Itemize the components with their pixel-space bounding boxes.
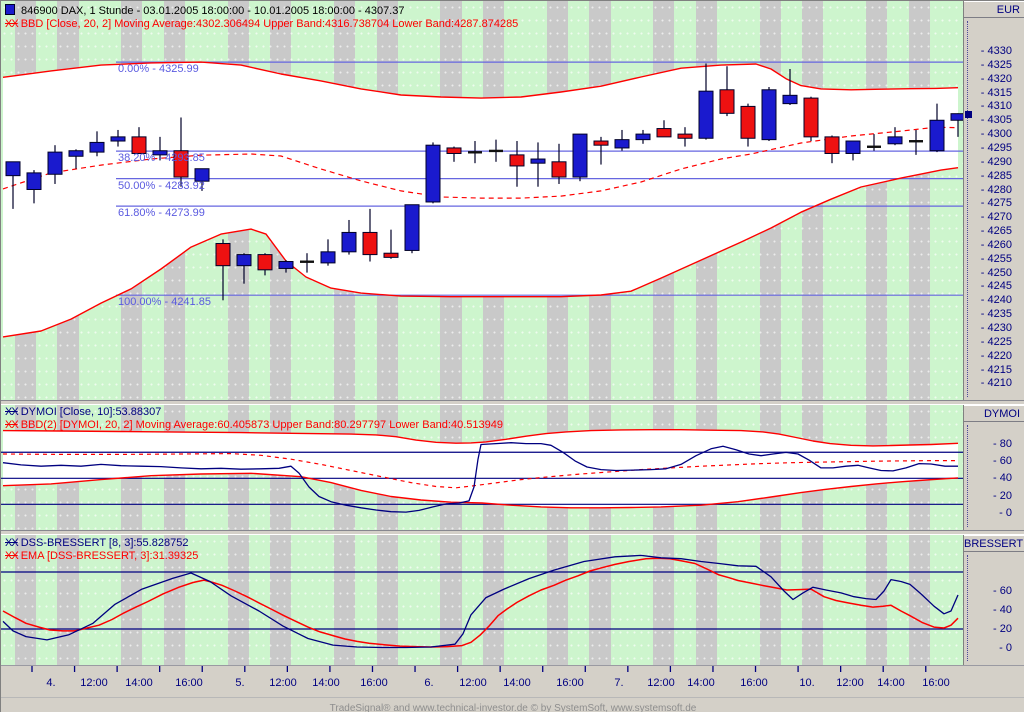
fibonacci-level-label: 61.80% - 4273.99 — [118, 207, 205, 220]
time-axis-label: 10. — [799, 677, 815, 689]
formula-icon: XX — [5, 537, 19, 549]
axis-tick-label: - 4270 — [980, 211, 1012, 224]
time-axis-label: 16:00 — [360, 677, 388, 689]
last-price-marker — [965, 110, 972, 118]
fibonacci-level-label: 50.00% - 4283.92 — [118, 179, 205, 192]
axis-tick-label: - 4250 — [980, 266, 1012, 279]
value-axis-column[interactable]: EUR DYMOI BRESSERT - 4330- 4325- 4320- 4… — [963, 1, 1024, 665]
axis-tick-label: - 4210 — [980, 377, 1012, 390]
axis-tick-label: - 4300 — [980, 128, 1012, 141]
pane-separator[interactable] — [1, 400, 1024, 405]
time-axis-label: 14:00 — [877, 677, 905, 689]
axis-tick-label: - 20 — [993, 489, 1012, 502]
dymoi-axis-title: DYMOI — [983, 408, 1020, 420]
bressert-ema-label: EMA [DSS-BRESSERT, 3]:31.39325 — [20, 550, 199, 562]
axis-tick-label: - 4260 — [980, 238, 1012, 251]
time-axis-label: 5. — [235, 677, 245, 689]
pane-separator[interactable] — [1, 530, 1024, 535]
dymoi-bbd-label: BBD(2) [DYMOI, 20, 2] Moving Average:60.… — [20, 419, 503, 431]
price-axis-header[interactable]: EUR — [964, 1, 1024, 18]
time-axis-ticks — [31, 666, 927, 672]
dymoi-axis-header[interactable]: DYMOI — [964, 405, 1024, 422]
time-axis-label: 12:00 — [836, 677, 864, 689]
axis-dotted-rule — [967, 555, 969, 661]
dymoi-label: DYMOI [Close, 10]:53.88307 — [20, 406, 162, 418]
axis-tick-label: - 4330 — [980, 45, 1012, 57]
axis-tick-label: - 4315 — [980, 86, 1012, 99]
dymoi-label-row: XX DYMOI [Close, 10]:53.88307 — [5, 406, 161, 418]
fibonacci-level-label: 0.00% - 4325.99 — [118, 63, 199, 76]
time-axis-label: 16:00 — [556, 677, 584, 689]
chart-title-row: 846900 DAX, 1 Stunde - 03.01.2005 18:00:… — [5, 4, 404, 17]
axis-tick-label: - 60 — [993, 585, 1012, 597]
copyright-text: TradeSignal® and www.technical-investor.… — [329, 703, 697, 712]
time-axis-label: 14:00 — [125, 677, 153, 689]
axis-tick-label: - 4280 — [980, 183, 1012, 196]
axis-tick-label: - 0 — [999, 642, 1012, 654]
axis-tick-label: - 4285 — [980, 169, 1012, 182]
formula-icon: XX — [5, 550, 19, 562]
axis-tick-label: - 40 — [993, 604, 1012, 616]
bbd-indicator-row: XX BBD [Close, 20, 2] Moving Average:4302… — [5, 18, 518, 30]
bressert-label: DSS-BRESSERT [8, 3]:55.828752 — [20, 537, 189, 549]
time-axis-label: 7. — [614, 677, 624, 689]
axis-tick-label: - 4305 — [980, 114, 1012, 127]
axis-tick-label: - 4320 — [980, 72, 1012, 85]
axis-dotted-rule — [967, 425, 969, 527]
axis-tick-label: - 4310 — [980, 100, 1012, 113]
axis-tick-label: - 4275 — [980, 197, 1012, 210]
time-axis[interactable]: 4. 12:00 14:00 16:00 5. 12:00 14:00 16:00 6. 12:0… — [1, 665, 1024, 698]
axis-tick-label: - 20 — [993, 623, 1012, 635]
formula-icon: XX — [5, 406, 19, 418]
chart-title: 846900 DAX, 1 Stunde - 03.01.2005 18:00:… — [21, 5, 405, 17]
time-axis-label: 16:00 — [740, 677, 768, 689]
formula-icon: XX — [5, 419, 19, 431]
axis-tick-label: - 4225 — [980, 335, 1012, 348]
fibonacci-level-label: 38.20% - 4293.85 — [118, 152, 205, 165]
bressert-pane[interactable]: XX DSS-BRESSERT [8, 3]:55.828752 XX EMA [D… — [1, 535, 963, 665]
bressert-axis-header[interactable]: BRESSERT — [964, 535, 1024, 552]
bressert-label-row: XX DSS-BRESSERT [8, 3]:55.828752 — [5, 537, 188, 549]
time-axis-label: 14:00 — [687, 677, 715, 689]
time-axis-label: 16:00 — [175, 677, 203, 689]
time-axis-label: 12:00 — [647, 677, 675, 689]
axis-tick-label: - 4325 — [980, 58, 1012, 71]
price-chart-canvas[interactable] — [1, 1, 963, 400]
axis-tick-label: - 80 — [993, 437, 1012, 450]
axis-tick-label: - 4235 — [980, 308, 1012, 321]
axis-tick-label: - 60 — [993, 454, 1012, 467]
price-chart-pane[interactable]: 846900 DAX, 1 Stunde - 03.01.2005 18:00:… — [1, 1, 963, 400]
fibonacci-level-label: 100.00% - 4241.85 — [118, 296, 211, 309]
axis-tick-label: - 4265 — [980, 225, 1012, 238]
axis-tick-label: - 0 — [999, 507, 1012, 519]
axis-tick-label: - 4220 — [980, 349, 1012, 362]
time-axis-label: 16:00 — [922, 677, 950, 689]
bressert-ema-label-row: XX EMA [DSS-BRESSERT, 3]:31.39325 — [5, 550, 198, 562]
axis-tick-label: - 4230 — [980, 322, 1012, 334]
instrument-candle-icon — [5, 4, 15, 15]
dymoi-bbd-label-row: XX BBD(2) [DYMOI, 20, 2] Moving Average:6… — [5, 419, 503, 431]
time-axis-label: 12:00 — [80, 677, 108, 689]
time-axis-label: 14:00 — [312, 677, 340, 689]
bbd-indicator-label: BBD [Close, 20, 2] Moving Average:4302.3… — [20, 18, 519, 30]
time-axis-label: 6. — [424, 677, 434, 689]
time-axis-label: 12:00 — [459, 677, 487, 689]
axis-tick-label: - 4245 — [980, 280, 1012, 293]
bressert-axis-title: BRESSERT — [964, 538, 1024, 550]
axis-tick-label: - 4240 — [980, 294, 1012, 307]
axis-tick-label: - 4295 — [980, 141, 1012, 154]
time-axis-label: 12:00 — [269, 677, 297, 689]
axis-tick-label: - 40 — [993, 472, 1012, 485]
axis-tick-label: - 4215 — [980, 363, 1012, 376]
axis-dotted-rule — [967, 21, 969, 397]
time-axis-label: 14:00 — [503, 677, 531, 689]
status-footer: TradeSignal® and www.technical-investor.… — [1, 697, 1024, 712]
axis-tick-label: - 4290 — [980, 155, 1012, 168]
formula-icon: XX — [5, 18, 19, 30]
dymoi-pane[interactable]: XX DYMOI [Close, 10]:53.88307 XX BBD(2) [D… — [1, 405, 963, 530]
axis-tick-label: - 4255 — [980, 252, 1012, 265]
time-axis-label: 4. — [46, 677, 56, 689]
price-axis-unit: EUR — [996, 4, 1020, 16]
